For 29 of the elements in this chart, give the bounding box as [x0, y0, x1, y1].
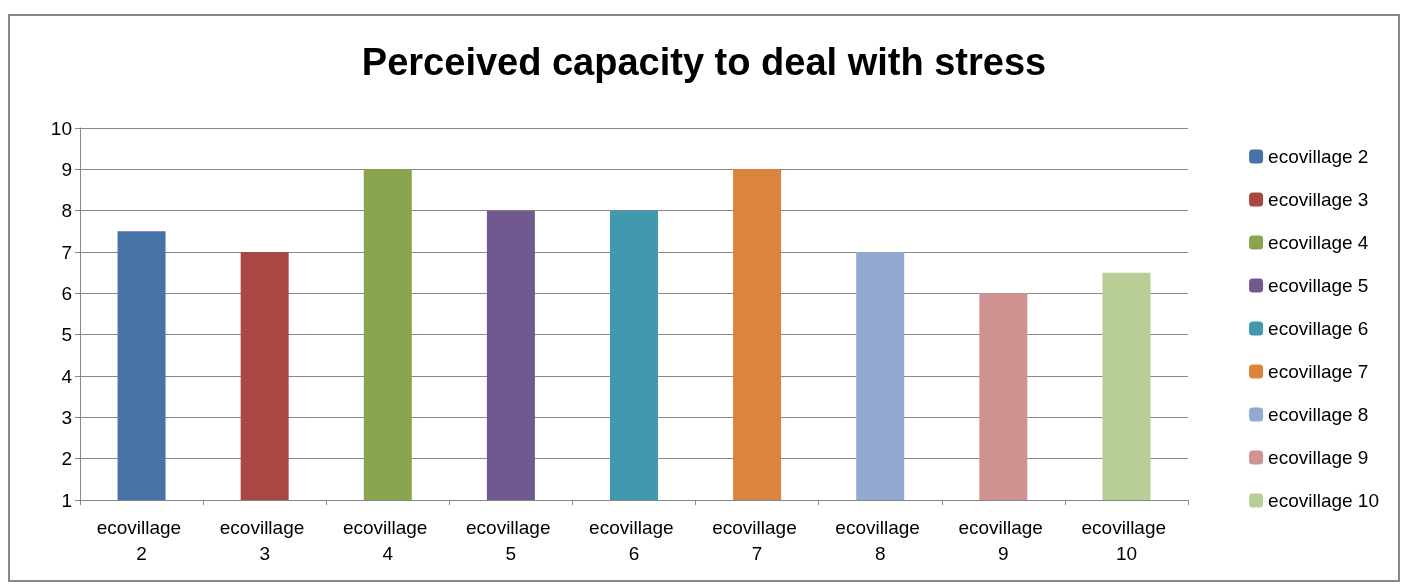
y-tick-label: 5 [61, 324, 72, 346]
x-tick-label: ecovillage 10 [1081, 516, 1172, 564]
legend-label: ecovillage 9 [1268, 447, 1369, 468]
legend-label: ecovillage 6 [1268, 318, 1369, 339]
legend-label: ecovillage 4 [1268, 232, 1369, 253]
legend-label: ecovillage 3 [1268, 189, 1369, 210]
x-tick-label: ecovillage 4 [342, 516, 433, 564]
chart-title: Perceived capacity to deal with stress [361, 41, 1047, 83]
y-tick-label: 1 [61, 489, 72, 511]
x-tick-label: ecovillage 5 [466, 516, 556, 564]
legend-label: ecovillage 5 [1268, 275, 1369, 296]
x-tick-label: ecovillage 7 [712, 516, 802, 564]
y-tick-label: 8 [61, 200, 72, 222]
x-tick-label: ecovillage 6 [589, 516, 679, 564]
y-tick-label: 3 [61, 406, 72, 428]
y-tick-label: 9 [61, 158, 72, 180]
x-tick-label: ecovillage 9 [958, 516, 1049, 564]
legend-label: ecovillage 10 [1268, 490, 1380, 511]
x-tick-label: ecovillage 8 [835, 516, 926, 564]
y-tick-label: 2 [61, 448, 72, 470]
y-tick-label: 10 [50, 117, 72, 139]
legend-label: ecovillage 7 [1268, 361, 1369, 382]
y-tick-label: 7 [61, 241, 72, 263]
y-tick-label: 4 [61, 365, 73, 387]
legend-label: ecovillage 8 [1268, 404, 1369, 425]
x-tick-label: ecovillage 3 [219, 516, 310, 564]
legend-label: ecovillage 2 [1268, 146, 1369, 167]
y-tick-label: 6 [61, 282, 72, 304]
x-tick-label: ecovillage 2 [96, 516, 187, 564]
